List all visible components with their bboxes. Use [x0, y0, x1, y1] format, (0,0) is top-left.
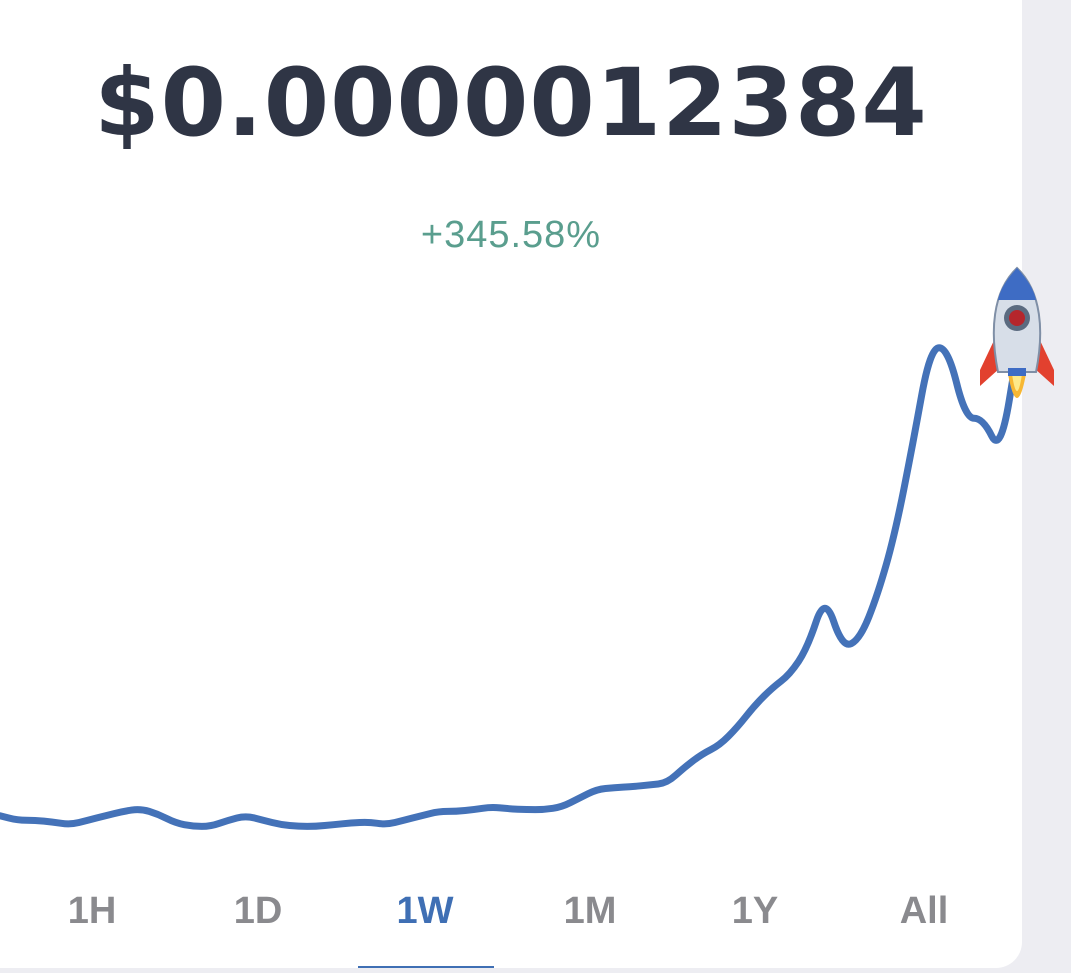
price-card: $0.0000012384 +345.58% 1H 1D 1W 1M 1Y Al…	[0, 0, 1022, 968]
price-line	[0, 344, 1022, 830]
tab-1m[interactable]: 1M	[563, 890, 617, 932]
tab-1w[interactable]: 1W	[396, 890, 454, 932]
price-change-percent: +345.58%	[420, 214, 602, 256]
tab-all[interactable]: All	[899, 890, 949, 932]
tab-1d[interactable]: 1D	[233, 890, 283, 932]
price-value: $0.0000012384	[94, 49, 928, 158]
time-range-tabs: 1H 1D 1W 1M 1Y All	[0, 890, 1022, 950]
tab-1h[interactable]: 1H	[67, 890, 117, 932]
price-chart[interactable]	[0, 0, 1022, 968]
tab-1y[interactable]: 1Y	[731, 890, 779, 932]
rocket-icon	[980, 266, 1054, 398]
active-tab-indicator	[358, 966, 494, 968]
